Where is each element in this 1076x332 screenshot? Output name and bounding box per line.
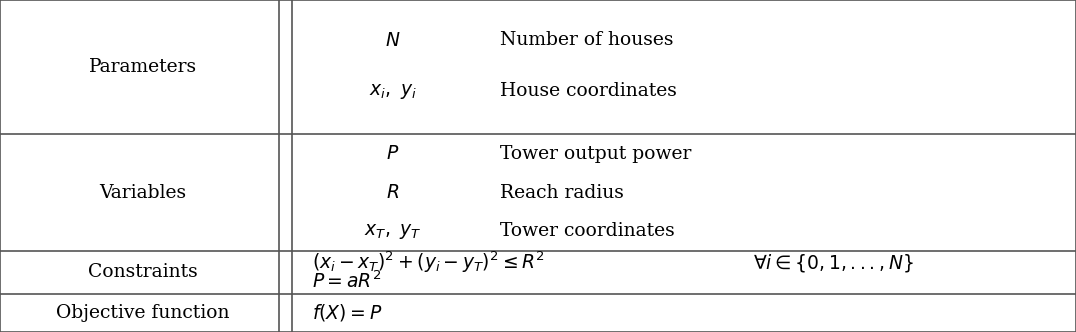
Text: $R$: $R$ [386,183,399,202]
Text: Reach radius: Reach radius [500,184,624,202]
Text: $x_i,\ y_i$: $x_i,\ y_i$ [369,82,416,101]
Text: $(x_i - x_T)^2 + (y_i - y_T)^2 \leq R^2$: $(x_i - x_T)^2 + (y_i - y_T)^2 \leq R^2$ [312,250,544,276]
Text: Objective function: Objective function [56,304,229,322]
Text: House coordinates: House coordinates [500,82,677,101]
Text: Number of houses: Number of houses [500,31,674,49]
Text: Parameters: Parameters [88,58,197,76]
Text: $\forall i \in \{0, 1, ..., N\}$: $\forall i \in \{0, 1, ..., N\}$ [753,252,914,274]
Text: Constraints: Constraints [88,263,197,281]
Text: $N$: $N$ [385,31,400,50]
Text: $P$: $P$ [386,144,399,163]
Text: $x_T,\ y_T$: $x_T,\ y_T$ [364,222,422,241]
Text: Variables: Variables [99,184,186,202]
Text: $f(X) = P$: $f(X) = P$ [312,302,382,323]
Text: $P = aR^2$: $P = aR^2$ [312,271,381,292]
Text: Tower coordinates: Tower coordinates [500,222,675,240]
Text: Tower output power: Tower output power [500,145,692,163]
